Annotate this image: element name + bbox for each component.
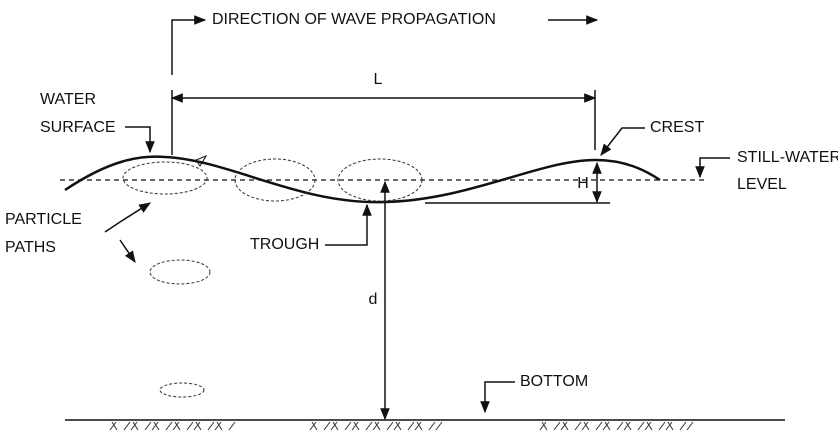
hatch-line (208, 422, 214, 430)
hatch-line (638, 422, 644, 430)
leader-arrow (325, 205, 367, 245)
trough-label: TROUGH (250, 236, 319, 253)
hatch-line (659, 422, 665, 430)
hatch-line (575, 422, 581, 430)
hatch-line (554, 422, 560, 430)
hatch-line (324, 422, 330, 430)
water-surface-label: SURFACE (40, 119, 116, 136)
particle-path (160, 383, 204, 397)
particle-paths-label: PARTICLE (5, 211, 82, 228)
hatch-line (187, 422, 193, 430)
crest-label: CREST (650, 119, 704, 136)
wavelength-label: L (374, 71, 383, 88)
hatch-line (596, 422, 602, 430)
hatch-line (345, 422, 351, 430)
leader-arrow (120, 240, 135, 262)
hatch-line (408, 422, 414, 430)
still-water-label: LEVEL (737, 176, 787, 193)
seabed-hatching (110, 422, 693, 430)
direction-arrow (172, 20, 205, 75)
still-water-label: STILL-WATER (737, 149, 838, 166)
hatch-line (387, 422, 393, 430)
hatch-line (366, 422, 372, 430)
hatch-line (166, 422, 172, 430)
bottom-label: BOTTOM (520, 373, 588, 390)
hatch-line (145, 422, 151, 430)
particle-paths-label: PATHS (5, 239, 56, 256)
hatch-line (436, 422, 442, 430)
hatch-line (680, 422, 686, 430)
leader-arrow (125, 127, 150, 152)
hatch-line (617, 422, 623, 430)
height-label: H (577, 175, 589, 192)
depth-label: d (369, 291, 378, 308)
wave-diagram: DIRECTION OF WAVE PROPAGATION L WATER SU… (0, 0, 838, 435)
hatch-line (429, 422, 435, 430)
leader-arrow (105, 203, 150, 232)
hatch-line (229, 422, 235, 430)
water-surface-label: WATER (40, 91, 96, 108)
particle-path (150, 260, 210, 284)
leader-arrow (485, 382, 515, 412)
particle-path (123, 162, 207, 194)
leader-arrow (700, 158, 730, 177)
direction-label: DIRECTION OF WAVE PROPAGATION (212, 11, 496, 28)
leader-arrow (601, 128, 645, 155)
hatch-line (687, 422, 693, 430)
hatch-line (124, 422, 130, 430)
